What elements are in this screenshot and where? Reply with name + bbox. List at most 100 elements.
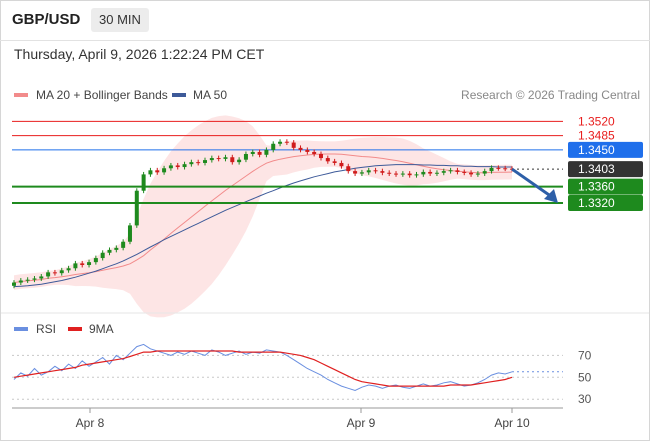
candle-body [114, 247, 119, 250]
candle-body [168, 165, 173, 169]
timeframe-badge[interactable]: 30 MIN [91, 8, 149, 32]
candle-body [434, 172, 439, 174]
candle-body [32, 278, 37, 280]
candle-body [257, 151, 262, 155]
legend-rsi-swatch [14, 327, 28, 331]
legend-ma50-swatch [172, 93, 186, 97]
candle-body [325, 158, 330, 162]
chart-header: GBP/USD 30 MIN [0, 0, 650, 41]
candle-body [448, 170, 453, 172]
candle-body [462, 171, 467, 173]
candle-body [271, 143, 276, 150]
candle-body [373, 170, 378, 172]
legend-bollinger-label: MA 20 + Bollinger Bands [36, 88, 168, 102]
level-label-0: 1.3520 [578, 114, 615, 128]
candle-body [189, 162, 194, 165]
candle-body [250, 151, 255, 154]
x-label-1: Apr 9 [347, 416, 376, 430]
candle-body [414, 174, 419, 176]
candle-body [291, 142, 296, 148]
candle-body [175, 165, 180, 168]
candle-body [469, 172, 474, 175]
rsi-tick-50: 50 [578, 370, 592, 384]
candle-body [394, 173, 399, 175]
candle-body [25, 279, 30, 281]
candle-body [155, 170, 160, 173]
candle-body [441, 171, 446, 173]
candle-body [100, 252, 105, 259]
level-label-3: 1.3403 [578, 162, 615, 176]
candle-body [107, 249, 112, 253]
rsi-line [13, 343, 513, 392]
candle-body [482, 171, 487, 174]
candle-body [80, 263, 85, 265]
candle-body [237, 159, 242, 163]
candle-body [400, 173, 405, 175]
candle-body [182, 164, 187, 168]
candle-body [121, 241, 126, 248]
forecast-arrow-head [544, 188, 558, 203]
ma50-line [13, 164, 512, 288]
copyright-text: Research © 2026 Trading Central [461, 88, 640, 102]
candle-body [264, 149, 269, 155]
rsi-ma-line [13, 350, 513, 387]
rsi-tick-30: 30 [578, 392, 592, 406]
candle-body [278, 141, 283, 144]
candle-body [73, 263, 78, 269]
level-label-1: 1.3485 [578, 129, 615, 143]
candle-body [39, 276, 44, 279]
level-tag-4 [568, 178, 643, 195]
candle-body [230, 157, 235, 163]
legend-ma50-label: MA 50 [193, 88, 227, 102]
x-label-2: Apr 10 [494, 416, 530, 430]
level-label-2: 1.3450 [578, 143, 615, 157]
date-line: Thursday, April 9, 2026 1:22:24 PM CET [14, 46, 265, 62]
candle-body [162, 168, 167, 173]
candle-body [407, 173, 412, 176]
candle-body [18, 280, 23, 283]
candle-body [496, 167, 501, 169]
candle-body [359, 172, 364, 174]
candle-body [332, 161, 337, 163]
pair-title: GBP/USD [12, 11, 81, 28]
level-label-4: 1.3360 [578, 180, 615, 194]
forecast-arrow-line [511, 167, 553, 199]
candle-body [127, 225, 132, 242]
candle-body [421, 171, 426, 175]
candle-body [196, 162, 201, 164]
level-tag-5 [568, 194, 643, 211]
candle-body [312, 151, 317, 154]
level-tag-2 [568, 141, 643, 158]
rsi-tick-70: 70 [578, 348, 592, 362]
candle-body [298, 147, 303, 150]
candle-body [209, 158, 214, 161]
candle-body [387, 172, 392, 174]
candle-body [87, 262, 92, 265]
candle-body [46, 272, 51, 277]
candle-body [346, 166, 351, 172]
legend-bollinger-swatch [14, 93, 28, 97]
candle-body [489, 167, 494, 172]
level-label-5: 1.3320 [578, 196, 615, 210]
candle-body [475, 173, 480, 175]
candle-body [52, 272, 57, 274]
candle-body [141, 174, 146, 191]
candle-body [243, 153, 248, 160]
candle-body [366, 170, 371, 173]
candle-body [428, 171, 433, 174]
candle-body [223, 157, 228, 159]
candle-body [455, 170, 460, 172]
ma20-line [13, 153, 513, 284]
candle-body [203, 160, 208, 163]
legend-rsi-ma-label: 9MA [89, 322, 114, 336]
legend-rsi-label: RSI [36, 322, 56, 336]
bollinger-band [14, 115, 512, 318]
candle-body [353, 171, 358, 174]
legend-rsi-ma-swatch [68, 327, 82, 331]
level-tag-3 [568, 161, 643, 178]
candle-body [134, 190, 139, 226]
candle-body [12, 282, 16, 286]
candle-body [216, 158, 221, 160]
candle-body [59, 270, 64, 274]
